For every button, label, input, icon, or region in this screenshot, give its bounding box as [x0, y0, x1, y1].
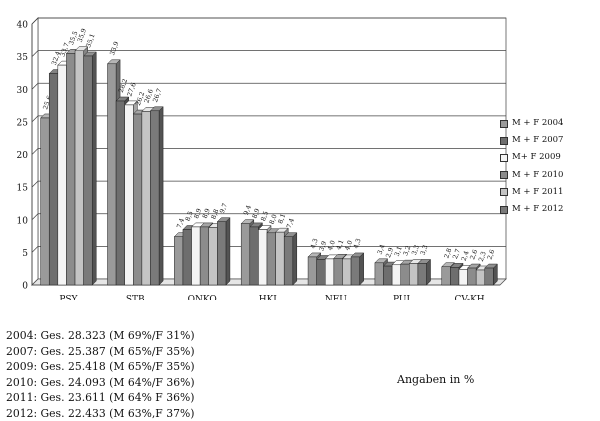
y-tick-label: 15 — [17, 184, 29, 194]
bar — [459, 269, 468, 285]
bar — [58, 65, 67, 285]
bar — [384, 266, 393, 285]
bar-side — [92, 52, 96, 285]
bar-side — [360, 253, 364, 285]
bar — [125, 105, 134, 285]
bar — [250, 227, 259, 285]
legend-swatch — [500, 171, 508, 179]
legend-label: M + F 2007 — [512, 132, 563, 149]
y-tick-label: 35 — [17, 53, 29, 63]
bar — [133, 114, 142, 285]
totals-notes: 2004: Ges. 28.323 (M 69%/F 31%)2007: Ges… — [6, 328, 195, 421]
bar — [142, 111, 151, 285]
bar — [442, 267, 451, 285]
legend-item: M + F 2004 — [500, 115, 563, 132]
note-line: 2012: Ges. 22.433 (M 63%,F 37%) — [6, 406, 195, 421]
y-tick-label: 20 — [17, 151, 29, 161]
unit-note: Angaben in % — [397, 373, 474, 386]
bar — [276, 232, 285, 285]
y-tick-label: 5 — [22, 249, 28, 259]
bar — [84, 56, 93, 285]
legend-swatch — [500, 137, 508, 145]
bar — [317, 260, 326, 285]
note-line: 2009: Ges. 25.418 (M 65%/F 35%) — [6, 359, 195, 375]
bar — [468, 268, 477, 285]
bar — [49, 74, 58, 285]
bar — [418, 263, 427, 285]
bar — [183, 230, 192, 285]
y-tick-label: 10 — [17, 216, 29, 226]
legend-swatch — [500, 188, 508, 196]
y-tick-label: 30 — [17, 86, 29, 96]
bar — [450, 267, 459, 285]
y-tick-label: 25 — [17, 118, 29, 128]
x-tick-label: HKL — [259, 295, 280, 300]
bar — [409, 263, 418, 285]
bar — [476, 270, 485, 285]
bar — [485, 268, 494, 285]
bar — [342, 259, 351, 285]
bar — [174, 237, 183, 285]
bar — [75, 51, 84, 285]
legend-label: M+ F 2009 — [512, 149, 561, 166]
bar — [150, 111, 159, 285]
bar-side — [226, 218, 230, 285]
legend-label: M + F 2012 — [512, 201, 563, 218]
bar — [401, 264, 410, 285]
legend-item: M + F 2012 — [500, 201, 563, 218]
bar — [351, 257, 360, 285]
bar — [209, 228, 218, 285]
bar-side — [427, 259, 431, 285]
bar — [308, 257, 317, 285]
bar — [217, 222, 226, 285]
bar — [375, 263, 384, 285]
bar — [200, 227, 209, 285]
x-tick-label: ONKO — [188, 295, 217, 300]
legend-swatch — [500, 206, 508, 214]
note-line: 2011: Ges. 23.611 (M 64% F 36%) — [6, 390, 195, 406]
y-tick-label: 0 — [22, 282, 28, 292]
legend-label: M + F 2004 — [512, 115, 563, 132]
bar — [258, 230, 267, 285]
x-tick-label: CV-KH — [454, 295, 484, 300]
bar-side — [159, 107, 163, 285]
x-tick-label: PUL — [393, 295, 412, 300]
x-tick-label: NEU — [325, 295, 347, 300]
legend-label: M + F 2010 — [512, 167, 563, 184]
legend-item: M + F 2010 — [500, 167, 563, 184]
legend-swatch — [500, 154, 508, 162]
x-tick-label: PSY — [59, 295, 78, 300]
bar — [392, 265, 401, 285]
note-line: 2004: Ges. 28.323 (M 69%/F 31%) — [6, 328, 195, 344]
legend-label: M + F 2011 — [512, 184, 563, 201]
legend-item: M + F 2007 — [500, 132, 563, 149]
note-line: 2007: Ges. 25.387 (M 65%/F 35%) — [6, 344, 195, 360]
legend-swatch — [500, 120, 508, 128]
bar — [325, 259, 334, 285]
bar — [241, 224, 250, 285]
bar — [192, 227, 201, 285]
x-tick-label: STB — [126, 295, 145, 300]
bar — [267, 233, 276, 285]
bar — [284, 237, 293, 285]
legend-item: M + F 2011 — [500, 184, 563, 201]
bar-side — [293, 233, 297, 285]
bar — [116, 101, 125, 285]
bar — [107, 64, 116, 285]
note-line: 2010: Ges. 24.093 (M 64%/F 36%) — [6, 375, 195, 391]
bar — [41, 118, 50, 285]
bar — [66, 53, 75, 285]
legend-item: M+ F 2009 — [500, 149, 563, 166]
bar — [334, 258, 343, 285]
y-tick-label: 40 — [17, 21, 29, 31]
